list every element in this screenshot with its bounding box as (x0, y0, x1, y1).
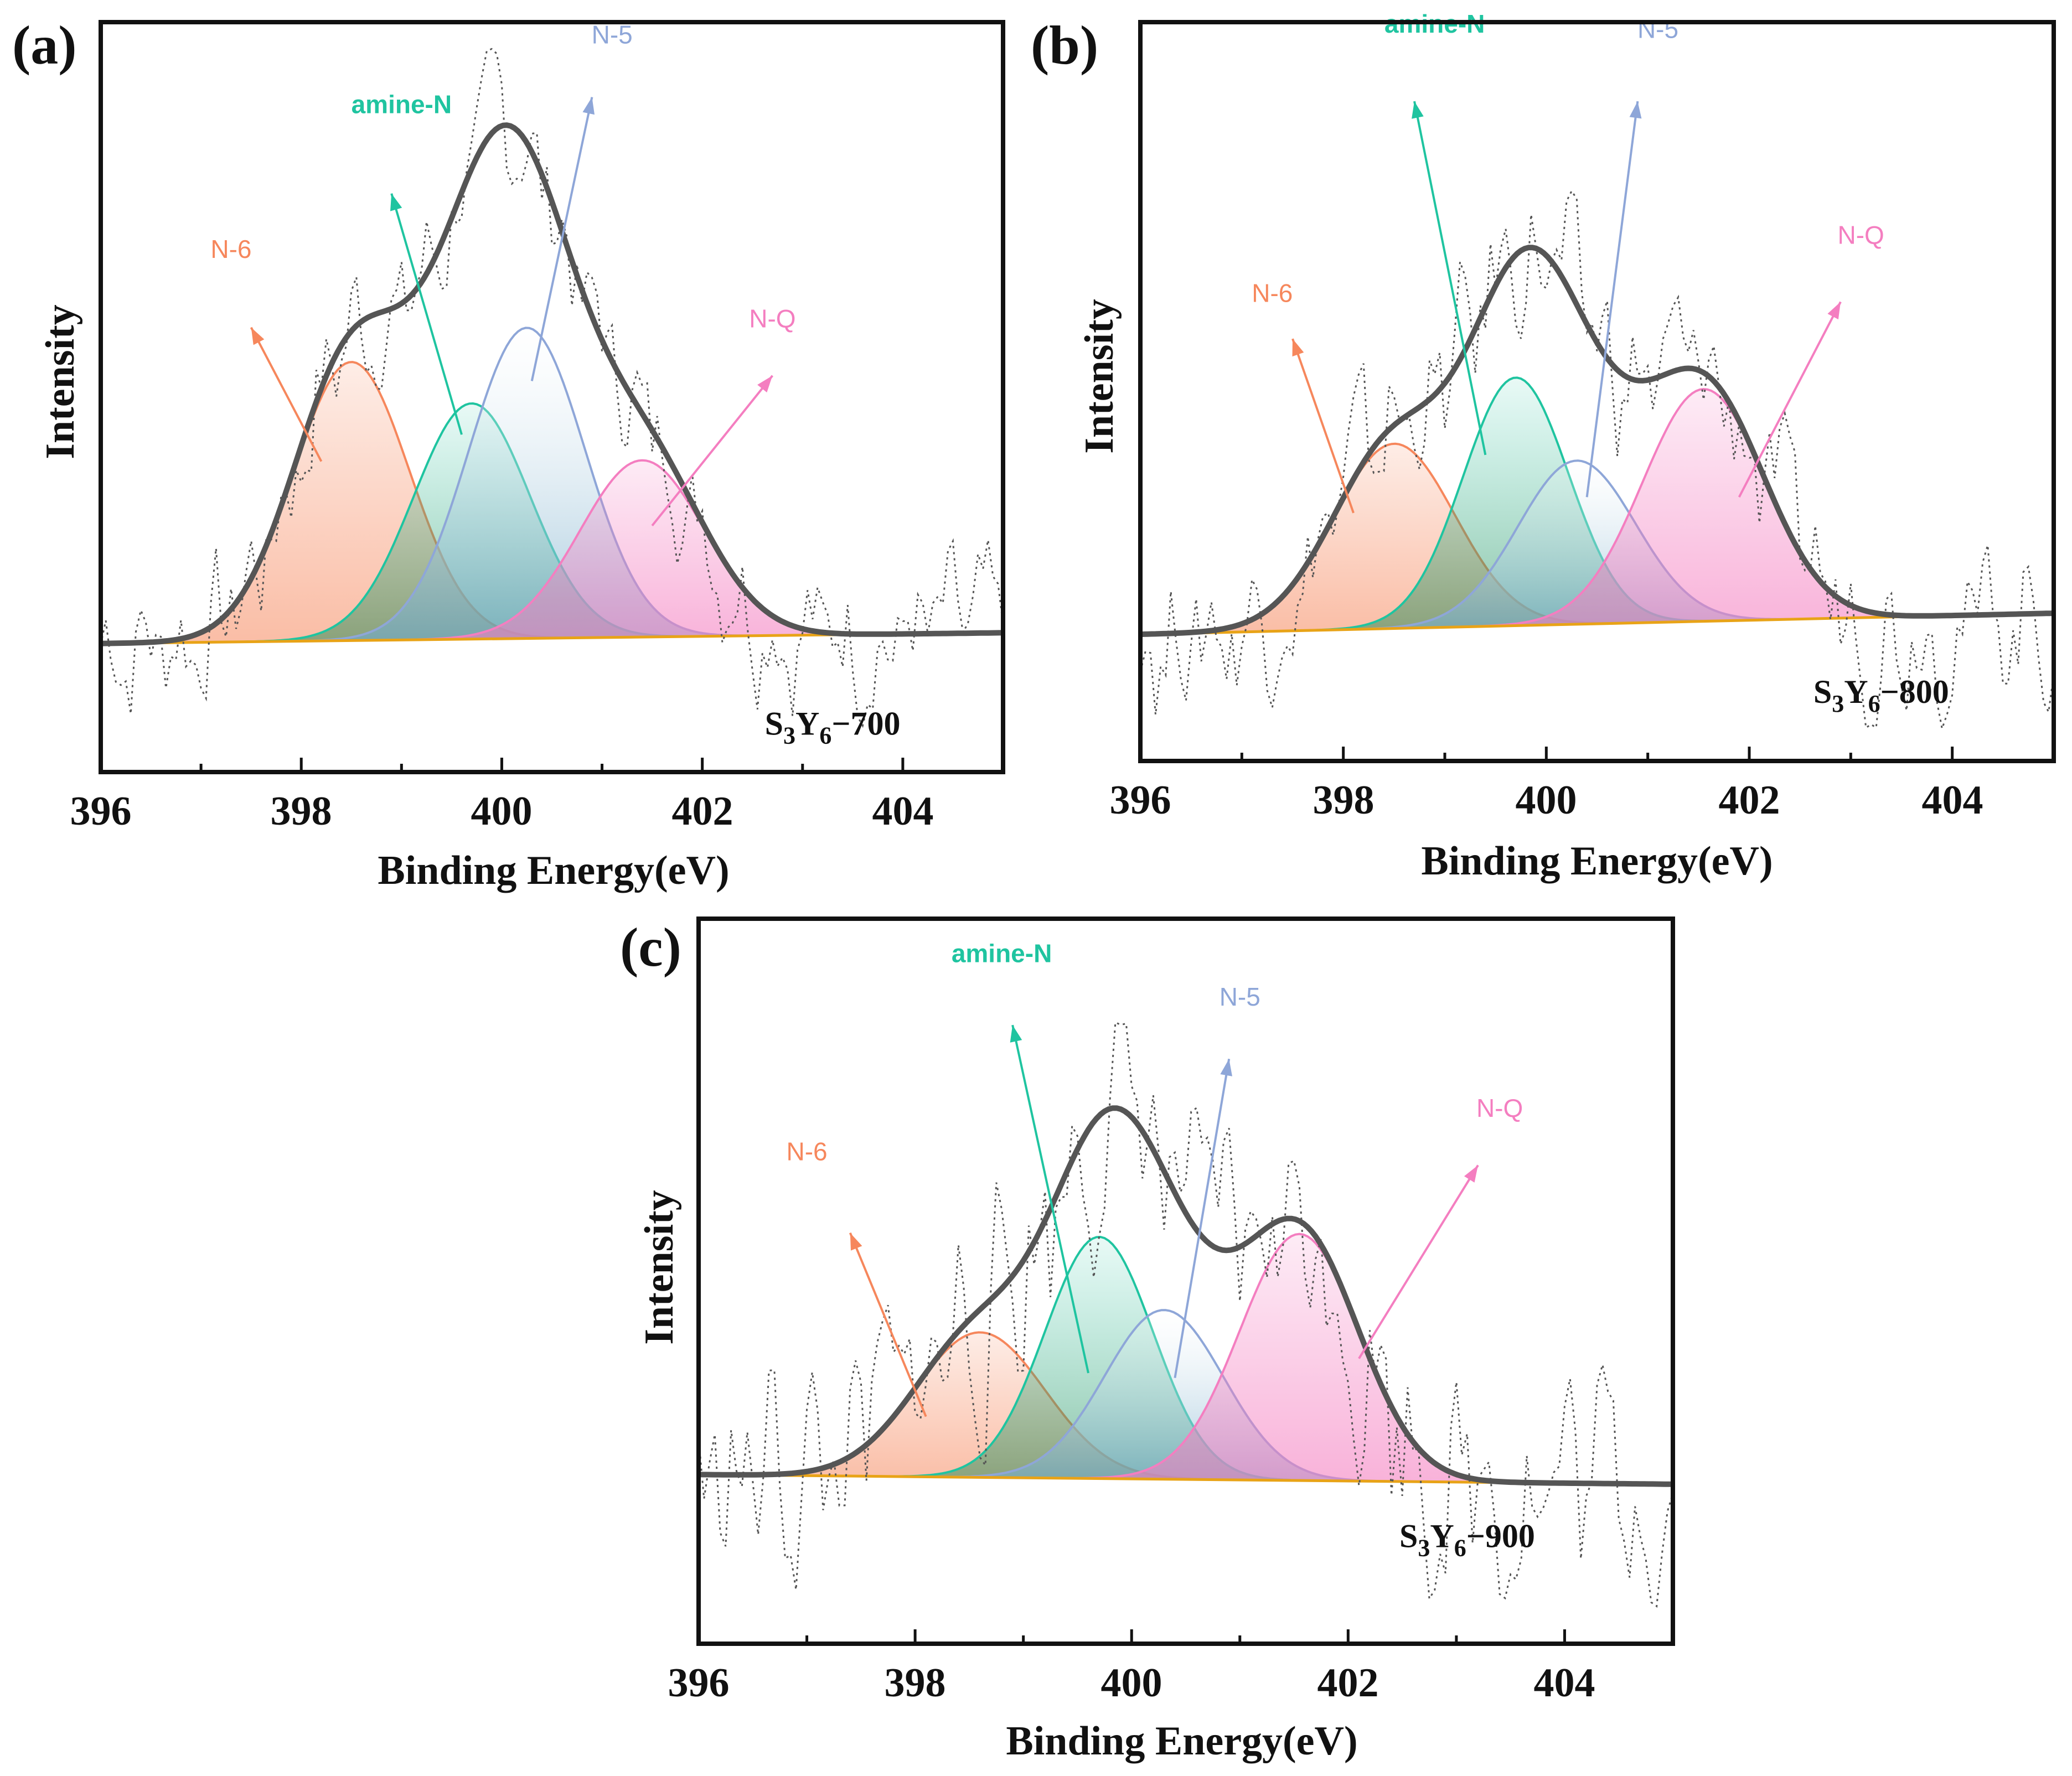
panel-b-tick-404: 404 (1922, 778, 1983, 823)
panel-c-arrow-n-5 (1174, 1058, 1231, 1379)
panel-c-frame (696, 917, 1675, 1646)
panel-c-xlabel: Binding Energy(eV) (1006, 1718, 1357, 1764)
panel-a-arrow-n-6 (250, 327, 323, 462)
panel-b-label-n-5: N-5 (1637, 15, 1678, 44)
panel-b-tick-398: 398 (1313, 778, 1375, 823)
panel-b-tick-402: 402 (1719, 778, 1780, 823)
panel-b-arrowhead-n-q (1827, 302, 1841, 320)
panel-a-arrowhead-n-5 (582, 97, 595, 115)
panel-a-plot: N-6 amine-N N-5 N-Q S3Y6−700 (100, 20, 1004, 749)
panel-c-ticks (697, 1629, 1675, 1644)
panel-c-arrow-n-6 (849, 1232, 927, 1417)
panel-a-peak-n-5-area (101, 328, 1003, 644)
panel-c-peak-n-5-area (699, 1310, 1673, 1484)
panel-b-xlabel: Binding Energy(eV) (1421, 838, 1773, 884)
panel-a-arrowhead-amine-n (390, 193, 402, 211)
panel-c-arrow-amine-n (1011, 1024, 1089, 1374)
panel-a-sample-label: S3Y6−700 (765, 705, 901, 749)
panel-b-arrow-n-5 (1585, 101, 1639, 498)
panel-c-arrowhead-n-6 (850, 1233, 862, 1251)
panel-a-arrowhead-n-6 (251, 327, 265, 345)
panel-c-plot: N-6 amine-N N-5 N-Q S3Y6−900 (697, 939, 1674, 1608)
panel-b-arrowhead-n-6 (1292, 339, 1304, 357)
panel-c-arrowhead-amine-n (1010, 1025, 1022, 1043)
panel-b-frame (1138, 20, 2056, 763)
panel-a-label-n-q: N-Q (749, 304, 795, 333)
panel-b-arrowhead-n-5 (1629, 101, 1642, 119)
panel-b-peak-n-6-area (1140, 443, 2054, 635)
panel-b-label-n-q: N-Q (1838, 221, 1884, 250)
panel-c-peak-n-6-area (699, 1332, 1673, 1484)
panel-b-raw-data (1139, 189, 2055, 732)
panel-c-sample-label: S3Y6−900 (1399, 1518, 1535, 1561)
panel-c-fit-envelope (698, 1105, 1673, 1487)
panel-b-letter: (b) (1031, 14, 1098, 76)
panel-c-label-n-q: N-Q (1476, 1094, 1523, 1122)
panel-a-label-amine-n: amine-N (352, 90, 452, 119)
panel-b-arrow-amine-n (1413, 101, 1487, 455)
panel-a-arrow-n-5 (530, 97, 593, 381)
panel-a-tick-402: 402 (672, 789, 733, 834)
panel-a-letter: (a) (12, 14, 77, 76)
panel-c-tick-398: 398 (885, 1660, 946, 1706)
panel-c-arrowhead-n-5 (1220, 1059, 1232, 1076)
panel-c-tick-396: 396 (668, 1660, 730, 1706)
panel-b-peak-n-5-area (1140, 460, 2054, 635)
panel-b-peak-n-q-area (1140, 389, 2054, 635)
panel-a-xlabel: Binding Energy(eV) (378, 848, 729, 893)
panel-b-fit-envelope (1140, 245, 2054, 638)
panel-a-label-n-6: N-6 (210, 235, 251, 263)
panel-a-label-n-5: N-5 (592, 20, 633, 49)
panel-c-ylabel: Intensity (637, 1190, 682, 1345)
panel-b-arrow-n-6 (1291, 338, 1355, 514)
panel-c-tick-400: 400 (1101, 1660, 1162, 1706)
panel-c-tick-404: 404 (1534, 1660, 1595, 1706)
panel-b-ticks (1139, 747, 2055, 761)
panel-c-arrow-n-q (1358, 1164, 1479, 1359)
panel-a-ylabel: Intensity (38, 304, 83, 459)
panel-c: (c) N-6 amine-N N-5 N-Q S3Y6−900 396 398 400… (620, 917, 1675, 1764)
panel-a-tick-400: 400 (471, 789, 533, 834)
panel-a-fit-envelope (100, 122, 1003, 646)
panel-b-tick-400: 400 (1516, 778, 1577, 823)
panel-a-arrow-amine-n (390, 193, 463, 435)
panel-b-arrowhead-amine-n (1412, 101, 1424, 119)
panel-c-label-n-6: N-6 (786, 1137, 827, 1166)
panel-b-arrow-n-q (1738, 301, 1842, 498)
panel-a-peak-n-6-area (101, 362, 1003, 644)
panel-c-label-n-5: N-5 (1220, 982, 1260, 1011)
panel-a-frame (99, 20, 1005, 774)
panel-a-tick-396: 396 (70, 789, 132, 834)
panel-c-letter: (c) (620, 917, 681, 978)
panel-b-sample-label: S3Y6−800 (1813, 674, 1949, 717)
panel-a-peak-n-q-area (101, 460, 1003, 644)
panel-b-tick-396: 396 (1110, 778, 1171, 823)
panel-c-tick-402: 402 (1317, 1660, 1379, 1706)
panel-a-ticks (99, 758, 1005, 772)
panel-a-arrowhead-n-q (757, 375, 773, 393)
panel-c-raw-data (697, 1021, 1674, 1608)
panel-a-arrow-n-q (651, 375, 774, 527)
panel-c-label-amine-n: amine-N (952, 939, 1052, 968)
panel-b-ylabel: Intensity (1077, 299, 1122, 454)
panel-b-label-n-6: N-6 (1252, 278, 1293, 307)
panel-a-tick-404: 404 (872, 789, 934, 834)
panel-a: (a) N-6 amine-N N-5 N-Q S3Y6−700 396 398 400… (12, 14, 1005, 893)
panel-a-tick-398: 398 (271, 789, 332, 834)
panel-c-arrowhead-n-q (1464, 1165, 1478, 1183)
